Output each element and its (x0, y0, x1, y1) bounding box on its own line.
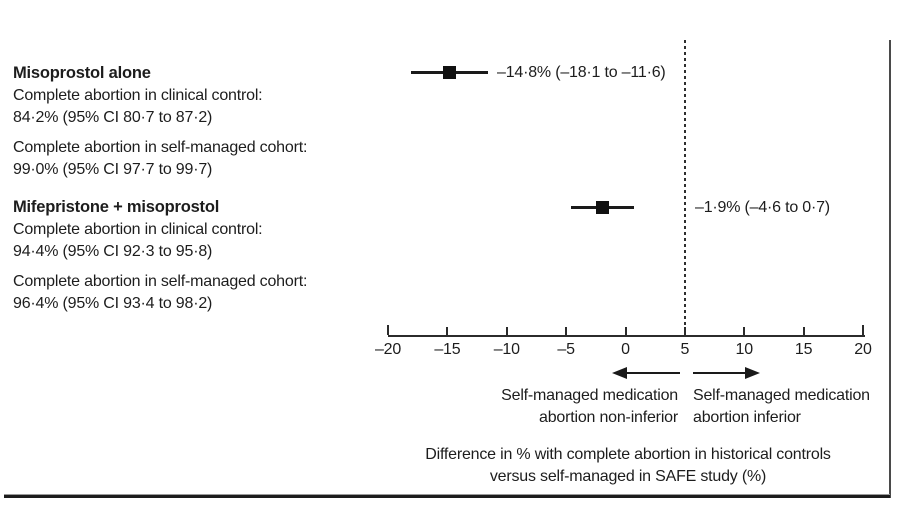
non-inferior-label: Self-managed medication abortion non-inf… (501, 387, 678, 426)
group-title: Misoprostol alone (13, 64, 151, 82)
self-managed-cohort-label: Complete abortion in self-managed cohort… (13, 272, 308, 290)
clinical-control-value: 84·2% (95% CI 80·7 to 87·2) (13, 109, 213, 126)
non-inferior-direction-arrow (612, 367, 680, 379)
point-estimate-marker (443, 66, 457, 79)
x-axis-line (388, 335, 865, 337)
x-axis-tick-label: 20 (854, 341, 872, 358)
clinical-control-label: Complete abortion in clinical control: (13, 86, 263, 104)
estimate-label: –1·9% (–4·6 to 0·7) (695, 199, 830, 216)
self-managed-cohort-label: Complete abortion in self-managed cohort… (13, 138, 308, 156)
treatment-group-misoprostol: Misoprostol alone Complete abortion in c… (13, 62, 373, 182)
self-managed-cohort-value: 96·4% (95% CI 93·4 to 98·2) (13, 295, 213, 312)
x-axis-tick (624, 327, 627, 335)
x-axis-tick (683, 327, 686, 335)
x-axis-tick-label: –5 (557, 341, 575, 358)
x-axis-tick (446, 327, 449, 335)
x-axis-tick (743, 327, 746, 335)
figure-bottom-rule (4, 494, 890, 498)
group-title: Mifepristone + misoprostol (13, 198, 220, 216)
estimate-label: –14·8% (–18·1 to –11·6) (497, 64, 666, 81)
x-axis-tick-label: 15 (794, 341, 813, 358)
inferior-direction-arrow (693, 367, 760, 379)
x-axis-tick-label: 10 (735, 341, 754, 358)
x-axis-tick (802, 327, 805, 335)
x-axis-tick-label: –10 (493, 341, 520, 358)
x-axis-tick-label: 5 (680, 341, 690, 358)
clinical-control-label: Complete abortion in clinical control: (13, 220, 263, 238)
x-axis-tick (565, 327, 568, 335)
x-axis-tick-label: –20 (374, 341, 402, 358)
arrow-right-icon (745, 367, 760, 379)
x-axis-tick (862, 325, 864, 335)
clinical-control-value: 94·4% (95% CI 92·3 to 95·8) (13, 243, 213, 260)
treatment-group-mifepristone-misoprostol: Mifepristone + misoprostol Complete abor… (13, 196, 373, 316)
x-axis-tick (505, 327, 508, 335)
arrow-left-icon (612, 367, 627, 379)
x-axis-title: Difference in % with complete abortion i… (425, 446, 831, 485)
x-axis-tick (387, 325, 389, 335)
x-axis-tick-label: 0 (621, 341, 630, 358)
self-managed-cohort-value: 99·0% (95% CI 97·7 to 99·7) (13, 161, 213, 178)
figure-right-rule (889, 40, 891, 498)
x-axis-tick-label: –15 (434, 341, 461, 358)
non-inferiority-margin-line (683, 40, 686, 335)
point-estimate-marker (596, 201, 610, 214)
inferior-label: Self-managed medication abortion inferio… (693, 387, 870, 426)
